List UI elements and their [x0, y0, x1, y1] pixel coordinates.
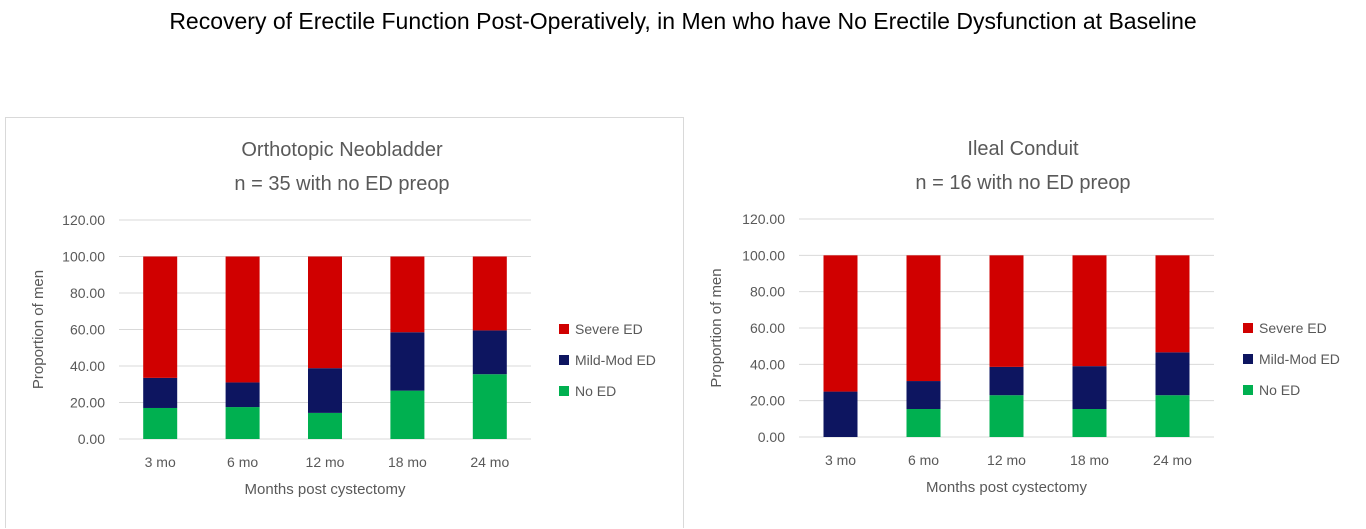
chart-title-line: Orthotopic Neobladder [241, 139, 443, 161]
x-tick-label: 6 mo [908, 452, 939, 468]
bar-mild-mod-ed [1072, 366, 1107, 410]
page-title: Recovery of Erectile Function Post-Opera… [169, 8, 1197, 34]
y-axis-title: Proportion of men [30, 270, 47, 389]
bar-mild-mod-ed [823, 391, 858, 437]
legend-swatch [559, 386, 569, 396]
y-tick-label: 80.00 [70, 285, 105, 301]
x-tick-label: 12 mo [306, 454, 345, 470]
chart-neobladder: Orthotopic Neobladder n = 35 with no ED p… [30, 139, 656, 498]
legend-swatch [1243, 354, 1253, 364]
legend-label: Severe ED [575, 321, 643, 337]
bar-mild-mod-ed [1155, 352, 1190, 396]
bar-no-ed [1155, 395, 1190, 437]
y-tick-label: 120.00 [62, 212, 105, 228]
legend-label: Mild-Mod ED [575, 352, 656, 368]
legend-label: No ED [575, 383, 616, 399]
bar-severe-ed [906, 255, 941, 382]
y-axis-title: Proportion of men [708, 268, 725, 387]
y-tick-label: 60.00 [70, 322, 105, 338]
bar-no-ed [225, 407, 260, 439]
bar-no-ed [390, 390, 425, 439]
chart-title-line: n = 16 with no ED preop [915, 172, 1130, 194]
bar-no-ed [989, 395, 1024, 437]
bar-no-ed [308, 412, 342, 439]
y-tick-label: 80.00 [750, 284, 785, 300]
chart-title-line: Ileal Conduit [967, 138, 1079, 160]
bar-severe-ed [1072, 255, 1107, 367]
chart-panel-neobladder: Orthotopic Neobladder n = 35 with no ED p… [5, 117, 684, 528]
bar-mild-mod-ed [906, 381, 941, 410]
legend-swatch [1243, 323, 1253, 333]
y-tick-label: 40.00 [750, 356, 785, 372]
bar-no-ed [1072, 409, 1107, 437]
bar-mild-mod-ed [390, 332, 425, 391]
chart-title-line: n = 35 with no ED preop [234, 173, 449, 195]
bar-severe-ed [1155, 255, 1190, 353]
x-tick-label: 18 mo [388, 454, 427, 470]
x-axis-title: Months post cystectomy [926, 479, 1087, 496]
bar-severe-ed [390, 256, 425, 333]
bar-mild-mod-ed [143, 377, 178, 408]
bar-mild-mod-ed [225, 382, 260, 408]
bar-mild-mod-ed [472, 330, 507, 375]
x-tick-label: 3 mo [825, 452, 856, 468]
y-tick-label: 0.00 [78, 431, 105, 447]
chart-ileal-conduit: Ileal Conduit n = 16 with no ED preop 0.00… [708, 138, 1340, 496]
y-tick-label: 20.00 [750, 393, 785, 409]
legend-label: No ED [1259, 382, 1300, 398]
bar-mild-mod-ed [308, 368, 342, 413]
bar-severe-ed [308, 256, 342, 369]
bar-mild-mod-ed [989, 366, 1024, 396]
legend-label: Severe ED [1259, 320, 1327, 336]
y-tick-label: 40.00 [70, 358, 105, 374]
x-tick-label: 3 mo [145, 454, 176, 470]
bar-no-ed [472, 374, 507, 439]
y-tick-label: 60.00 [750, 320, 785, 336]
x-tick-label: 24 mo [1153, 452, 1192, 468]
x-tick-label: 12 mo [987, 452, 1026, 468]
legend-swatch [559, 324, 569, 334]
bar-severe-ed [823, 255, 858, 392]
legend-swatch [1243, 385, 1253, 395]
bar-severe-ed [225, 256, 260, 383]
chart-panel-ileal-conduit: Ileal Conduit n = 16 with no ED preop 0.00… [684, 117, 1366, 528]
bar-no-ed [906, 409, 941, 437]
x-tick-label: 6 mo [227, 454, 258, 470]
x-tick-label: 24 mo [470, 454, 509, 470]
y-tick-label: 20.00 [70, 395, 105, 411]
y-tick-label: 100.00 [742, 247, 785, 263]
bar-severe-ed [472, 256, 507, 331]
bar-severe-ed [989, 255, 1024, 367]
bar-no-ed [143, 407, 178, 439]
y-tick-label: 0.00 [758, 429, 785, 445]
x-tick-label: 18 mo [1070, 452, 1109, 468]
bar-severe-ed [143, 256, 178, 378]
legend-swatch [559, 355, 569, 365]
y-tick-label: 120.00 [742, 211, 785, 227]
legend-label: Mild-Mod ED [1259, 351, 1340, 367]
x-axis-title: Months post cystectomy [245, 481, 406, 498]
y-tick-label: 100.00 [62, 249, 105, 265]
